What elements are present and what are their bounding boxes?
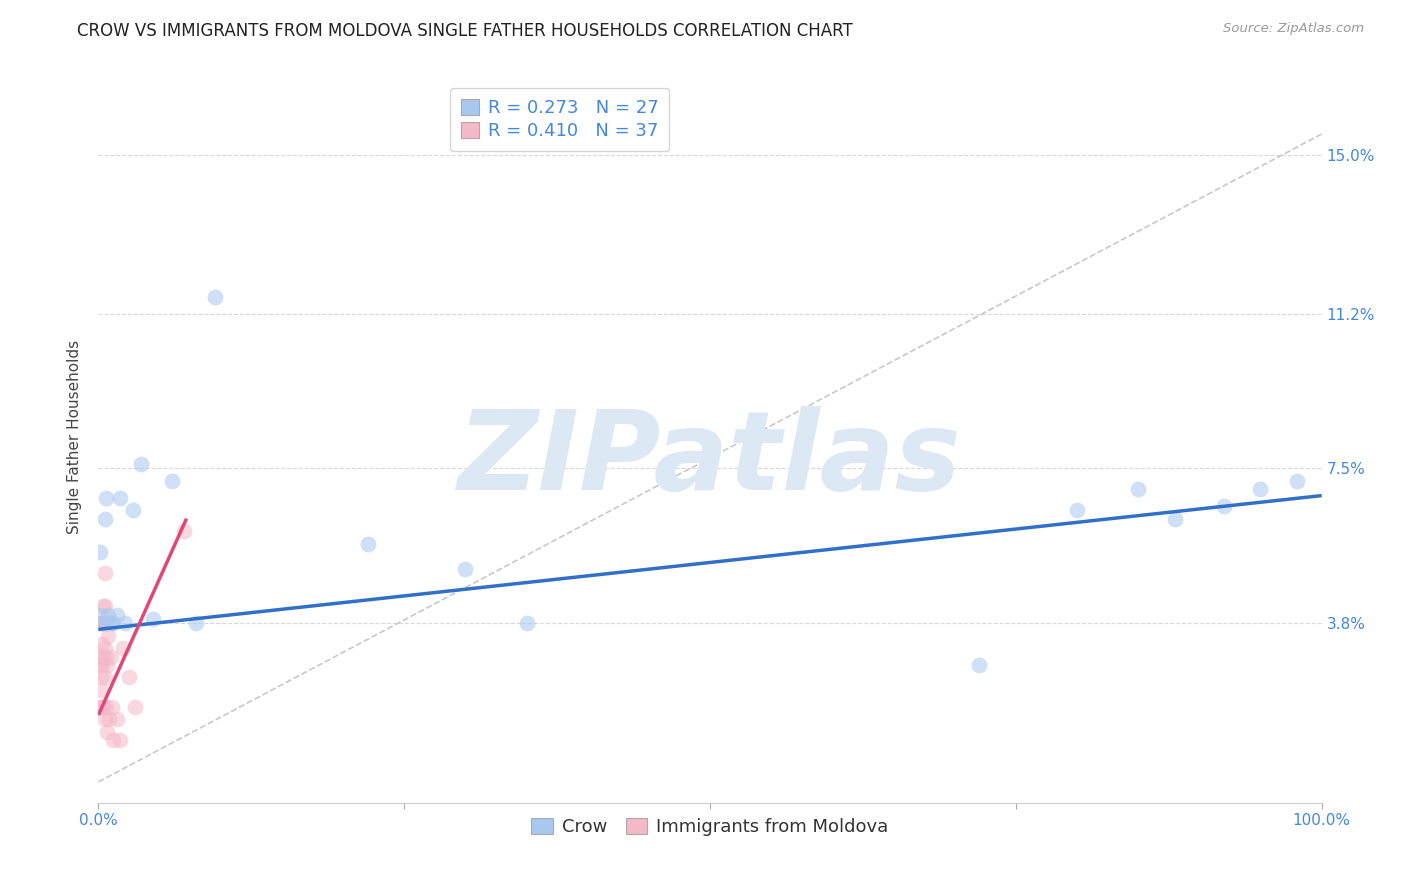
Point bbox=[89, 657, 111, 672]
Point bbox=[97, 629, 120, 643]
Point bbox=[96, 657, 118, 672]
Point bbox=[98, 712, 121, 726]
Point bbox=[94, 491, 117, 505]
Point bbox=[90, 607, 112, 622]
Point bbox=[91, 599, 114, 614]
Point bbox=[1286, 474, 1309, 488]
Point bbox=[1128, 483, 1150, 497]
Point bbox=[967, 657, 990, 672]
Point bbox=[1212, 499, 1234, 513]
Point bbox=[142, 612, 165, 626]
Point bbox=[1164, 511, 1187, 525]
Point bbox=[91, 699, 114, 714]
Point bbox=[124, 699, 146, 714]
Point bbox=[91, 616, 114, 631]
Point bbox=[90, 670, 112, 684]
Point bbox=[91, 637, 114, 651]
Point bbox=[94, 649, 117, 664]
Point bbox=[89, 699, 111, 714]
Point bbox=[91, 616, 114, 631]
Point bbox=[90, 682, 112, 697]
Point bbox=[93, 511, 115, 525]
Point bbox=[111, 641, 134, 656]
Point bbox=[118, 670, 141, 684]
Point bbox=[121, 503, 143, 517]
Point bbox=[96, 724, 118, 739]
Point bbox=[93, 616, 115, 631]
Point bbox=[91, 649, 114, 664]
Point bbox=[515, 616, 537, 631]
Point bbox=[105, 712, 128, 726]
Point bbox=[129, 457, 152, 471]
Point bbox=[101, 733, 124, 747]
Point bbox=[186, 616, 208, 631]
Point bbox=[91, 657, 114, 672]
Point bbox=[110, 491, 132, 505]
Point bbox=[93, 712, 115, 726]
Point bbox=[114, 616, 136, 631]
Point bbox=[94, 699, 117, 714]
Point bbox=[93, 599, 115, 614]
Point bbox=[110, 733, 132, 747]
Point bbox=[356, 536, 378, 550]
Text: Source: ZipAtlas.com: Source: ZipAtlas.com bbox=[1223, 22, 1364, 36]
Point bbox=[100, 616, 122, 631]
Point bbox=[93, 566, 115, 580]
Point bbox=[93, 670, 115, 684]
Point bbox=[454, 562, 477, 576]
Point bbox=[100, 649, 122, 664]
Point bbox=[89, 545, 111, 559]
Point bbox=[91, 616, 114, 631]
Text: CROW VS IMMIGRANTS FROM MOLDOVA SINGLE FATHER HOUSEHOLDS CORRELATION CHART: CROW VS IMMIGRANTS FROM MOLDOVA SINGLE F… bbox=[77, 22, 853, 40]
Y-axis label: Single Father Households: Single Father Households bbox=[67, 340, 83, 534]
Point bbox=[1066, 503, 1088, 517]
Point bbox=[105, 607, 128, 622]
Point bbox=[173, 524, 195, 538]
Point bbox=[90, 649, 112, 664]
Text: ZIPatlas: ZIPatlas bbox=[458, 406, 962, 513]
Legend: Crow, Immigrants from Moldova: Crow, Immigrants from Moldova bbox=[523, 809, 897, 845]
Point bbox=[101, 616, 124, 631]
Point bbox=[96, 616, 118, 631]
Point bbox=[97, 607, 120, 622]
Point bbox=[160, 474, 183, 488]
Point bbox=[1249, 483, 1271, 497]
Point bbox=[91, 699, 114, 714]
Point bbox=[204, 290, 226, 304]
Point bbox=[94, 616, 117, 631]
Point bbox=[89, 616, 111, 631]
Point bbox=[93, 641, 115, 656]
Point bbox=[101, 699, 124, 714]
